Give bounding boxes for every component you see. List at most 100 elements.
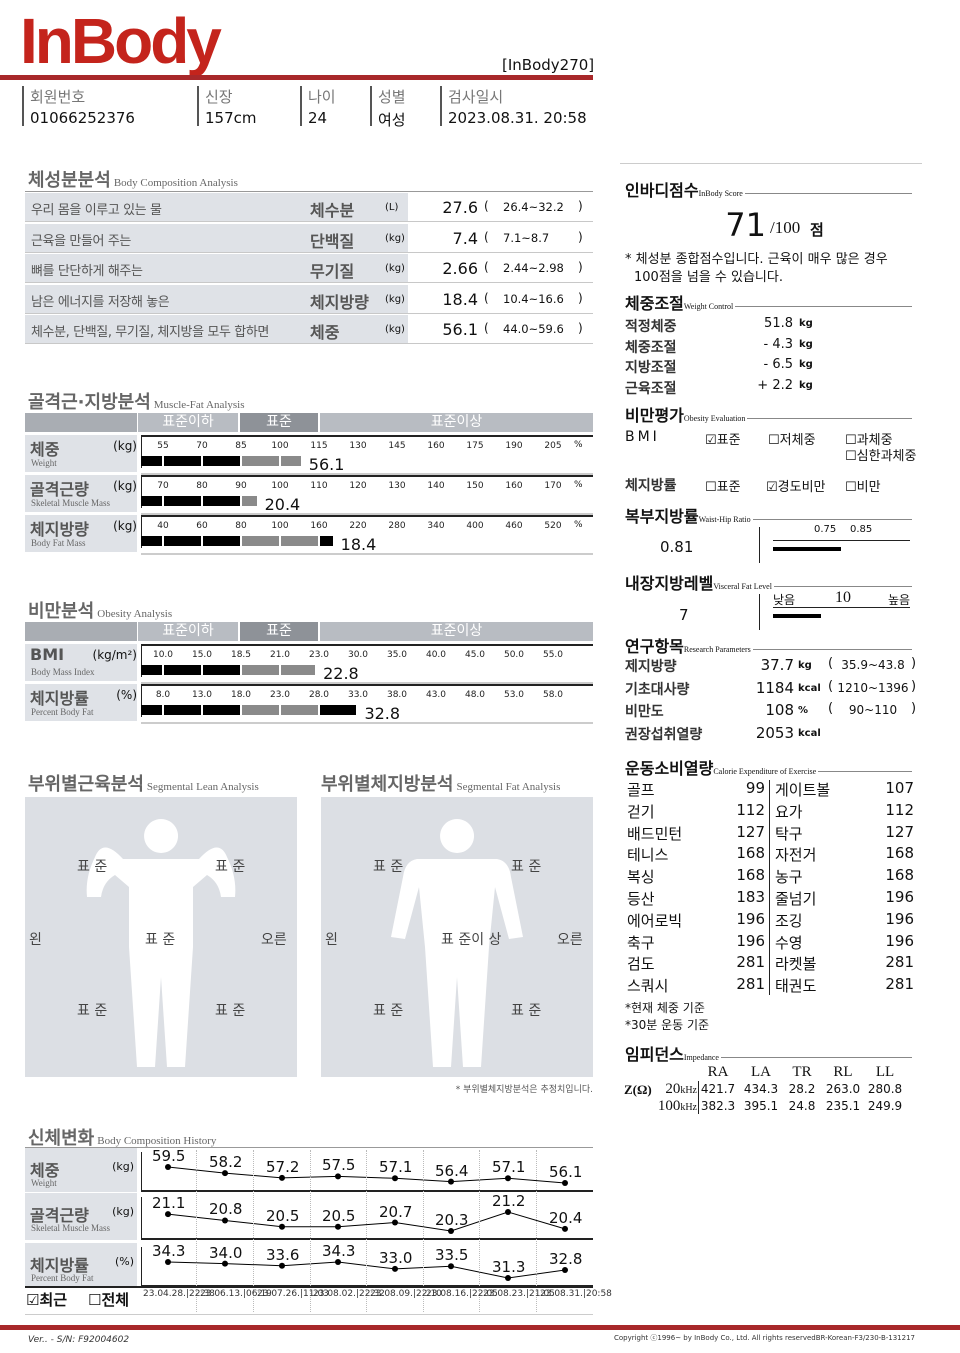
graph-left-line (141, 684, 142, 717)
graph-bottom-line (141, 722, 593, 724)
level-above: 표준이상 (320, 622, 593, 641)
row-name: 체중 (30, 1161, 60, 1180)
row-unit: (kg) (113, 479, 137, 493)
section-title: 부위별근육분석 (28, 774, 144, 795)
section-title: 인바디점수 (625, 181, 699, 200)
row-unit: (kg) (385, 293, 405, 305)
row-subtitle: Percent Body Fat (31, 1273, 94, 1283)
row-name: 체지방량 (30, 520, 89, 539)
footer-divider (0, 1325, 960, 1330)
exercise-kcal: 196 (885, 931, 914, 950)
exercise-name: 에어로빅 (627, 911, 683, 930)
history-value: 20.5 (322, 1206, 356, 1225)
title-rule (745, 193, 912, 194)
title-rule (774, 586, 912, 587)
tick-label: 40 (157, 521, 169, 531)
tick-label: 48.0 (464, 690, 486, 700)
left-arm-status: 표 준 (77, 859, 108, 875)
history-value: 57.1 (492, 1158, 526, 1177)
research-unit: % (798, 705, 809, 717)
level-normal: 표준 (240, 622, 318, 641)
range-open: ( (484, 260, 489, 274)
row-line (25, 251, 593, 253)
history-value: 34.3 (322, 1242, 356, 1260)
row-line (25, 312, 593, 314)
bar-separator (162, 705, 164, 715)
row-unit: (kg) (112, 1205, 134, 1218)
weight-control-title: 체중조절Weight Control (625, 290, 733, 314)
recent-checkbox[interactable]: ☑최근 (26, 1291, 68, 1309)
row-description: 근육을 만들어 주는 (31, 233, 131, 249)
tick-label: 190 (505, 441, 523, 451)
visceral-mid-label: 10 (835, 589, 851, 606)
history-line-chart (165, 1259, 568, 1281)
bar-separator (240, 665, 242, 675)
body-silhouette-icon (86, 819, 236, 1067)
impedance-value: 235.1 (825, 1099, 861, 1113)
range-close: ) (578, 199, 583, 213)
exercise-name: 테니스 (627, 846, 669, 865)
trunk-status: 표 준이 상 (441, 932, 502, 948)
right-leg-status: 표 준 (215, 1003, 246, 1019)
label-right-side: 오른 (261, 932, 287, 948)
history-point (335, 1173, 341, 1180)
exercise-name: 검도 (627, 955, 655, 974)
row-unit: (kg) (385, 263, 405, 274)
history-point (562, 1267, 568, 1273)
exercise-kcal: 281 (885, 953, 914, 972)
pbf-option-checkbox[interactable]: ☑경도비만 (766, 480, 826, 495)
column-separator (196, 1150, 197, 1312)
graph-top-line (141, 684, 593, 686)
bmi-option-checkbox[interactable]: ☑표준 (705, 433, 741, 448)
whr-tick-label: 0.85 (850, 524, 873, 535)
bar-separator (201, 705, 203, 715)
divider (620, 163, 922, 164)
calorie-note: *현재 체중 기준 (625, 1001, 705, 1015)
weight-control-unit: kg (799, 338, 813, 350)
history-date: 23.08.16.|22:05 (426, 1289, 498, 1299)
weight-control-value: - 6.5 (763, 357, 794, 372)
impedance-value: 24.8 (788, 1099, 816, 1113)
section-title: 내장지방레벨 (625, 574, 714, 593)
row-bg (25, 254, 408, 282)
percent-unit: % (574, 440, 583, 450)
row-range: 44.0~59.6 (503, 322, 564, 336)
calorie-note: *30분 운동 기준 (625, 1018, 710, 1032)
tick-label: 110 (310, 481, 328, 491)
tick-label: 58.0 (542, 690, 564, 700)
row-subtitle: Skeletal Muscle Mass (31, 1223, 110, 1233)
row-label-bg (25, 644, 137, 681)
bar-separator (201, 665, 203, 675)
all-checkbox[interactable]: ☐전체 (88, 1291, 130, 1309)
pbf-option-checkbox[interactable]: ☐비만 (845, 480, 881, 495)
exercise-name: 요가 (775, 802, 803, 821)
pbf-option-checkbox[interactable]: ☐표준 (705, 480, 741, 495)
row-name: 골격근량 (30, 480, 89, 499)
section-title: 골격근·지방분석 (28, 392, 151, 413)
tick-label: 160 (505, 481, 523, 491)
history-date: 23.04.28.|22:38 (143, 1289, 215, 1299)
history-value: 20.3 (435, 1211, 469, 1229)
impedance-value: 395.1 (743, 1099, 779, 1113)
lean-panel (25, 797, 297, 1077)
field-label: 회원번호 (30, 88, 86, 106)
research-unit: kcal (798, 728, 821, 740)
section-title: 비만평가 (625, 406, 684, 425)
research-range: 90~110 (848, 703, 898, 718)
whr-tick-label: 0.75 (814, 524, 837, 535)
divider (25, 1314, 593, 1315)
tick-label: 130 (349, 441, 367, 451)
bar-segment (319, 536, 333, 546)
bmi-option-checkbox[interactable]: ☐과체중 (845, 433, 893, 448)
history-point (165, 1211, 171, 1218)
bmi-option-checkbox[interactable]: ☐저체중 (768, 433, 816, 448)
row-left-line (141, 1247, 142, 1285)
section-title: 부위별체지방분석 (321, 774, 454, 795)
history-point (279, 1262, 285, 1269)
graph-bottom-line (141, 553, 593, 555)
section-subtitle: Obesity Evaluation (683, 414, 746, 423)
field-value: 01066252376 (30, 109, 135, 127)
tick-label: 520 (544, 521, 562, 531)
weight-control-label: 지방조절 (625, 360, 677, 376)
bmi-option-checkbox[interactable]: ☐심한과체중 (845, 449, 917, 464)
